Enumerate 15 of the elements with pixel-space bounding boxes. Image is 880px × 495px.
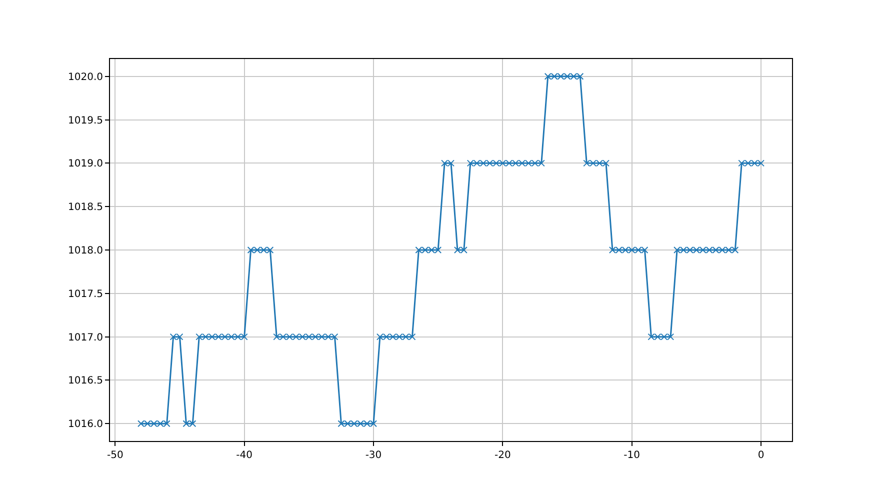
y-tick-label: 1019.0 (68, 158, 103, 170)
x-tick-label: -50 (107, 450, 124, 461)
y-tick-label: 1017.5 (68, 288, 103, 300)
y-tick-label: 1016.0 (68, 419, 103, 430)
y-tick-label: 1020.0 (68, 72, 103, 83)
y-tick-label: 1018.5 (68, 202, 103, 214)
x-tick-label: -10 (624, 450, 640, 461)
x-tick-label: 0 (758, 450, 764, 461)
y-tick-label: 1017.0 (68, 332, 103, 344)
x-tick-label: -20 (494, 450, 511, 461)
y-tick-label: 1019.5 (68, 115, 103, 126)
x-tick-label: -40 (236, 450, 252, 461)
x-tick-label: -30 (365, 450, 382, 461)
y-tick-label: 1018.0 (68, 246, 103, 256)
y-tick-label: 1016.5 (68, 376, 103, 387)
